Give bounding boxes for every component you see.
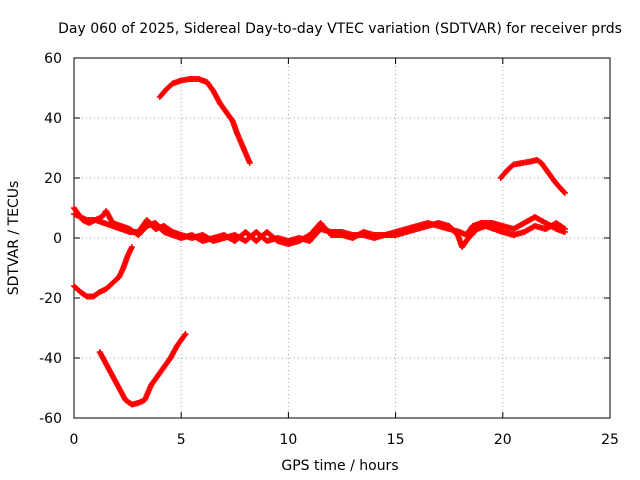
data-point	[560, 225, 567, 232]
data-point	[246, 160, 253, 166]
x-tick-label: 15	[387, 432, 405, 448]
y-tick-label: -60	[39, 411, 62, 427]
y-tick-label: -40	[39, 351, 62, 367]
data-point	[128, 244, 135, 250]
y-axis-label: SDTVAR / TECUs	[6, 181, 22, 296]
y-tick-label: -20	[39, 291, 62, 307]
x-tick-label: 5	[177, 432, 186, 448]
series-upper-left-arc	[156, 76, 253, 166]
y-tick-label: 20	[44, 171, 62, 187]
x-tick-label: 25	[601, 432, 619, 448]
x-axis-label: GPS time / hours	[281, 458, 398, 474]
y-tick-label: 40	[44, 111, 62, 127]
series-near-zero-band-B	[71, 211, 568, 250]
series-lower-V-shape	[96, 331, 189, 408]
x-tick-label: 10	[279, 432, 297, 448]
y-tick-label: 0	[53, 231, 62, 247]
data-point	[182, 331, 189, 337]
x-tick-label: 20	[494, 432, 512, 448]
data-point	[181, 332, 188, 339]
data-point	[561, 190, 568, 196]
y-tick-label: 60	[44, 51, 62, 67]
series-left-rising-branch	[71, 244, 135, 300]
axis-ticks: 0 5 10 15 20 25 -60 -40 -20 0 20 40 60	[39, 51, 619, 448]
chart-title: Day 060 of 2025, Sidereal Day-to-day VTE…	[58, 21, 622, 37]
data-points	[71, 76, 568, 408]
data-point	[561, 226, 568, 232]
data-point	[561, 189, 568, 196]
series-upper-right-arc	[497, 157, 568, 196]
x-tick-label: 0	[70, 432, 79, 448]
